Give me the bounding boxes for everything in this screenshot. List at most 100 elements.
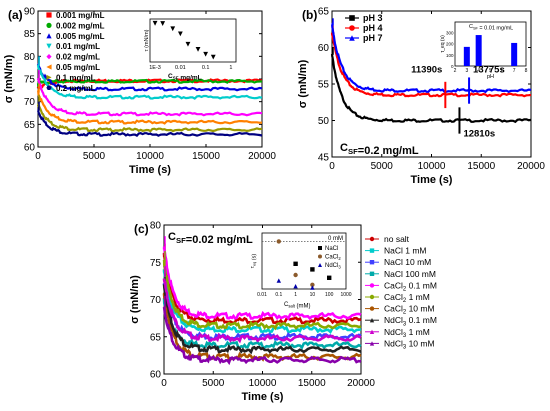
x-tick-label: 10000 (249, 378, 277, 389)
legend-label: 0.2 mg/mL (56, 84, 96, 93)
series-line (162, 278, 362, 344)
inset-x-tick-label: 0.01 (175, 65, 186, 71)
x-axis-label: Time (s) (129, 164, 171, 176)
inset-point (160, 21, 166, 26)
inset-title: CSF = 0.01 mg/mL (469, 24, 513, 31)
legend-marker (369, 329, 375, 334)
inset-point (293, 261, 298, 266)
legend-label: pH 3 (363, 13, 383, 23)
inset-point (210, 54, 216, 60)
legend-marker (349, 35, 355, 41)
inset-point (310, 282, 315, 287)
concentration-annotation: CSF=0.2 mg/mL (340, 142, 419, 157)
legend-marker (46, 33, 52, 39)
x-tick-label: 0 (329, 161, 335, 172)
legend-label: 0.1 mg/mL (56, 73, 96, 82)
y-tick-label: 60 (24, 143, 36, 154)
legend-marker (46, 43, 52, 49)
legend-label: no salt (384, 234, 410, 244)
y-tick-label: 60 (150, 370, 162, 381)
inset-x-tick-label: 2 (454, 68, 457, 74)
series-line (162, 282, 362, 355)
legend-marker (46, 22, 52, 28)
series-line (330, 53, 532, 124)
y-axis-label: σ (mN/m) (297, 59, 309, 108)
legend-marker (369, 236, 375, 242)
legend-marker (46, 12, 52, 18)
legend-marker (369, 306, 375, 311)
legend-marker (369, 283, 375, 288)
concentration-annotation: CSF=0.02 mg/mL (168, 231, 253, 246)
panel-c: (c) 0 5000 10000 15000 20000 60 65 70 75 80 Time (s… (129, 221, 437, 404)
x-tick-label: 5000 (371, 161, 394, 172)
legend-label: 0.05 mg/mL (56, 63, 100, 72)
legend-marker (349, 25, 355, 31)
inset-x-tick-label: 0.1 (275, 292, 282, 298)
marker-label: 13775s (473, 64, 505, 75)
inset-x-tick-label: 6 (501, 68, 504, 74)
panel-label: (c) (134, 222, 149, 236)
legend-label: CaCl2 10 mM (384, 304, 435, 316)
inset-x-tick-label: 1E-3 (149, 65, 161, 71)
inset-point (276, 239, 281, 244)
legend-label: CaCl2 0.1 mM (384, 280, 437, 292)
inset-y-tick-label: 200 (446, 42, 454, 47)
y-tick-label: 75 (24, 75, 36, 86)
inset-legend-label: NaCl (325, 246, 338, 252)
series-line (162, 246, 362, 321)
marker-label: 12810s (463, 129, 495, 140)
legend-label: NdCl3 1 mM (384, 327, 430, 339)
y-axis-label: σ (mN/m) (129, 275, 141, 324)
series-line (36, 88, 263, 125)
y-tick-label: 85 (24, 29, 36, 40)
legend-label: CaCl2 1 mM (384, 292, 430, 304)
legend-marker (369, 271, 375, 276)
series-line (330, 32, 532, 98)
inset-x-tick-label: 0.01 (257, 292, 267, 298)
inset-point (310, 285, 315, 290)
legend-label: 0.01 mg/mL (56, 42, 100, 51)
y-tick-label: 80 (24, 52, 36, 63)
inset-x-tick-label: 3 (465, 68, 468, 74)
inset-legend-label: NdCl3 (325, 263, 341, 270)
inset-x-axis-label: CSF mg/mL (168, 73, 202, 82)
series-line (330, 22, 532, 94)
y-tick-label: 70 (24, 97, 36, 108)
y-tick-label: 90 (24, 7, 36, 18)
x-tick-label: 0 (161, 378, 167, 389)
inset-frame (261, 232, 347, 290)
x-axis-label: Time (s) (242, 391, 284, 403)
legend-label: 0.002 mg/mL (56, 21, 105, 30)
panel-a: (a) 0 5000 10000 15000 20000 60 65 70 75 80 85 90 Tim… (3, 7, 276, 177)
inset-x-tick-label: 10 (310, 292, 316, 298)
inset-point (293, 272, 298, 278)
reference-label: 0 mM (328, 236, 343, 242)
legend-marker (46, 85, 52, 91)
legend-label: NdCl3 10 mM (384, 338, 435, 350)
inset-point (170, 26, 176, 32)
x-tick-label: 5000 (202, 378, 225, 389)
legend-label: 0.005 mg/mL (56, 32, 105, 41)
series-line (36, 61, 263, 92)
series-line (36, 103, 263, 133)
x-tick-label: 0 (35, 151, 41, 162)
series-line (162, 259, 362, 331)
inset-y-axis-label: τ_eq (s) (440, 35, 446, 53)
legend-marker (369, 294, 375, 300)
legend-label: 0.001 mg/mL (56, 11, 105, 20)
inset-x-tick-label: 8 (525, 68, 528, 74)
x-tick-label: 15000 (467, 161, 495, 172)
inset-x-tick-label: 0.1 (202, 65, 210, 71)
x-axis-label: Time (s) (411, 174, 453, 186)
inset-legend-marker (318, 254, 322, 259)
y-tick-label: 75 (150, 258, 162, 269)
y-tick-label: 65 (318, 7, 330, 18)
y-tick-label: 70 (150, 295, 162, 306)
inset-point (276, 278, 281, 283)
inset-bar (511, 42, 518, 66)
legend-label: NaCl 10 mM (384, 257, 431, 267)
legend-marker (46, 74, 52, 80)
inset-point (310, 267, 315, 272)
panel-label: (a) (8, 8, 23, 22)
